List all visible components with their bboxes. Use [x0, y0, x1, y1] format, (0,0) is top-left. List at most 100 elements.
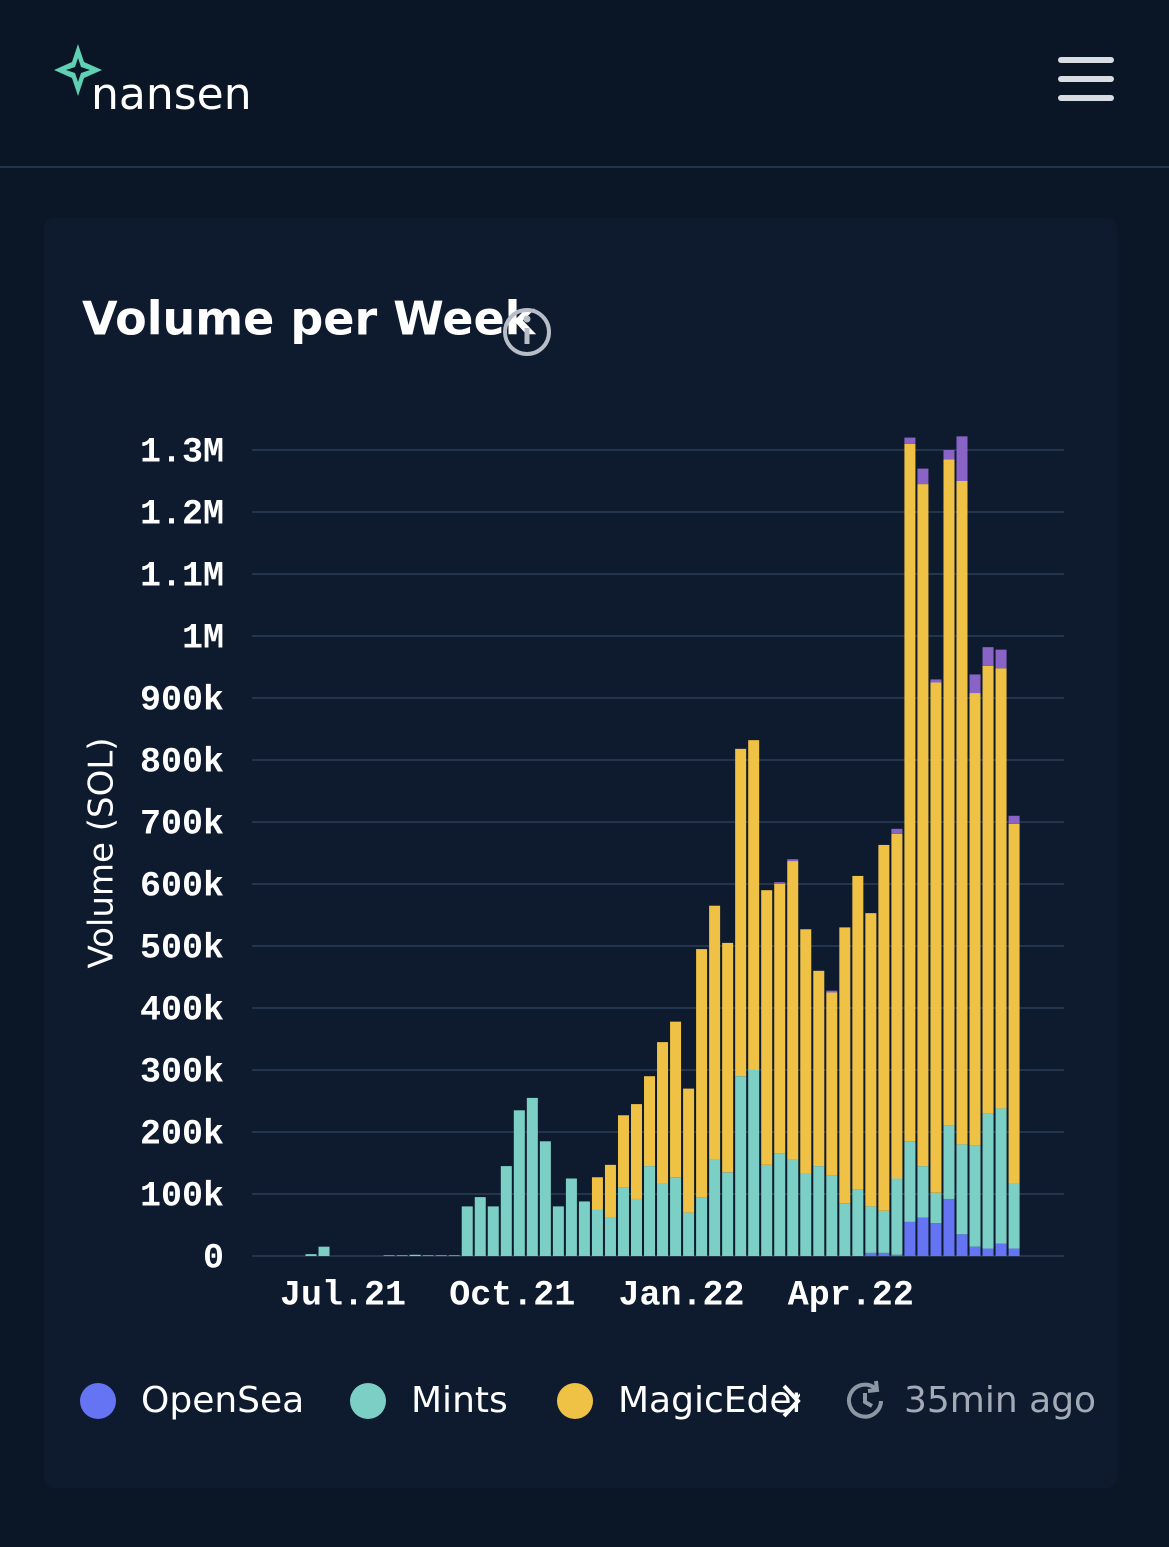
logo-text[interactable]: nansen [91, 69, 252, 120]
x-tick-label: Apr.22 [788, 1275, 914, 1315]
bar-segment [956, 436, 968, 481]
bar-segment [657, 1042, 669, 1184]
bar-segment [604, 1217, 616, 1256]
bar-segment [930, 1223, 942, 1256]
legend-swatch[interactable] [557, 1383, 593, 1419]
bar-segment [982, 1248, 994, 1256]
y-tick-label: 0 [203, 1238, 224, 1278]
y-tick-label: 500k [140, 928, 224, 968]
bar-segment [735, 748, 747, 1077]
chart-title: Volume per Week [82, 292, 537, 346]
bar-segment [969, 1145, 981, 1247]
bar-segment [826, 1175, 838, 1256]
bar-segment [709, 1159, 721, 1256]
bar-segment [461, 1206, 473, 1256]
bar-segment [956, 1144, 968, 1235]
bar-segment [943, 459, 955, 1126]
bar-segment [774, 884, 786, 1154]
bar-segment [722, 1172, 734, 1256]
x-tick-label: Oct.21 [449, 1275, 575, 1315]
bar-segment [995, 649, 1007, 669]
legend-scroll-arrow[interactable] [782, 1384, 801, 1418]
bar-segment [722, 942, 734, 1173]
logo-mark-inner [66, 58, 90, 82]
bar-segment [670, 1021, 682, 1178]
bar-segment [526, 1097, 538, 1256]
bar-segment [709, 905, 721, 1160]
menu-button[interactable] [1058, 57, 1114, 101]
bar-segment [552, 1206, 564, 1256]
bar-segment [891, 1254, 903, 1256]
bar-segment [617, 1115, 629, 1188]
bar-segment [904, 437, 916, 444]
y-tick-label: 1M [182, 618, 224, 658]
bar-segment [995, 668, 1007, 1109]
bar-segment [865, 913, 877, 1207]
bar-segment [943, 1125, 955, 1199]
bar-segment [748, 740, 760, 1070]
bar-segment [982, 665, 994, 1114]
bar-segment [787, 859, 799, 862]
bar-segment [917, 1217, 929, 1256]
bar-segment [670, 1177, 682, 1256]
bar-segment [761, 1164, 773, 1256]
bar-segment [969, 693, 981, 1146]
y-tick-label: 300k [140, 1052, 224, 1092]
bar-segment [995, 1108, 1007, 1244]
bar-segment [761, 890, 773, 1165]
y-tick-label: 400k [140, 990, 224, 1030]
bar-segment [930, 682, 942, 1193]
bar-segment [917, 484, 929, 1167]
bar-segment [1008, 1248, 1020, 1256]
x-tick-label: Jan.22 [619, 1275, 745, 1315]
legend-swatch[interactable] [80, 1383, 116, 1419]
x-tick-label: Jul.21 [280, 1275, 406, 1315]
bar-segment [696, 1197, 708, 1256]
bar-segment [735, 1076, 747, 1256]
card [44, 218, 1117, 1488]
y-tick-label: 600k [140, 866, 224, 906]
bar-segment [891, 833, 903, 1179]
bar-segment [657, 1183, 669, 1256]
bar-segment [982, 647, 994, 666]
y-tick-label: 700k [140, 804, 224, 844]
bar-segment [956, 481, 968, 1145]
bar-segment [891, 828, 903, 834]
bar-segment [982, 1113, 994, 1249]
info-icon[interactable] [503, 308, 551, 356]
bar-segment [1008, 815, 1020, 824]
legend-label[interactable]: MagicEden [618, 1380, 814, 1421]
bar-segment [917, 468, 929, 485]
bar-segment [800, 1173, 812, 1256]
bar-segment [800, 929, 812, 1174]
bar-segment [930, 1192, 942, 1224]
bar-segment [878, 1252, 890, 1256]
bar-segment [1008, 823, 1020, 1184]
bar-segment [409, 1254, 421, 1256]
bar-segment [591, 1177, 603, 1210]
bar-segment [904, 1141, 916, 1222]
bar-segment [891, 1178, 903, 1255]
bar-segment [956, 1234, 968, 1256]
bar-segment [943, 450, 955, 460]
bar-segment [787, 861, 799, 1160]
legend-label[interactable]: OpenSea [141, 1380, 304, 1421]
y-tick-label: 200k [140, 1114, 224, 1154]
legend: OpenSea Mints MagicEden [80, 1380, 814, 1421]
bar-segment [774, 1153, 786, 1256]
bar-segment [839, 1203, 851, 1256]
bar-segment [917, 1166, 929, 1218]
y-axis-label: Volume (SOL) [82, 737, 122, 968]
legend-label[interactable]: Mints [411, 1380, 508, 1421]
bar-segment [565, 1178, 577, 1256]
bar-segment [787, 1159, 799, 1256]
bars [305, 436, 1020, 1256]
bar-segment [748, 1070, 760, 1256]
bar-segment [318, 1246, 330, 1256]
bar-segment [383, 1255, 395, 1256]
legend-swatch[interactable] [350, 1383, 386, 1419]
history-icon [847, 1380, 883, 1419]
bar-segment [435, 1255, 447, 1256]
y-tick-label: 100k [140, 1176, 224, 1216]
bar-segment [813, 970, 825, 1167]
